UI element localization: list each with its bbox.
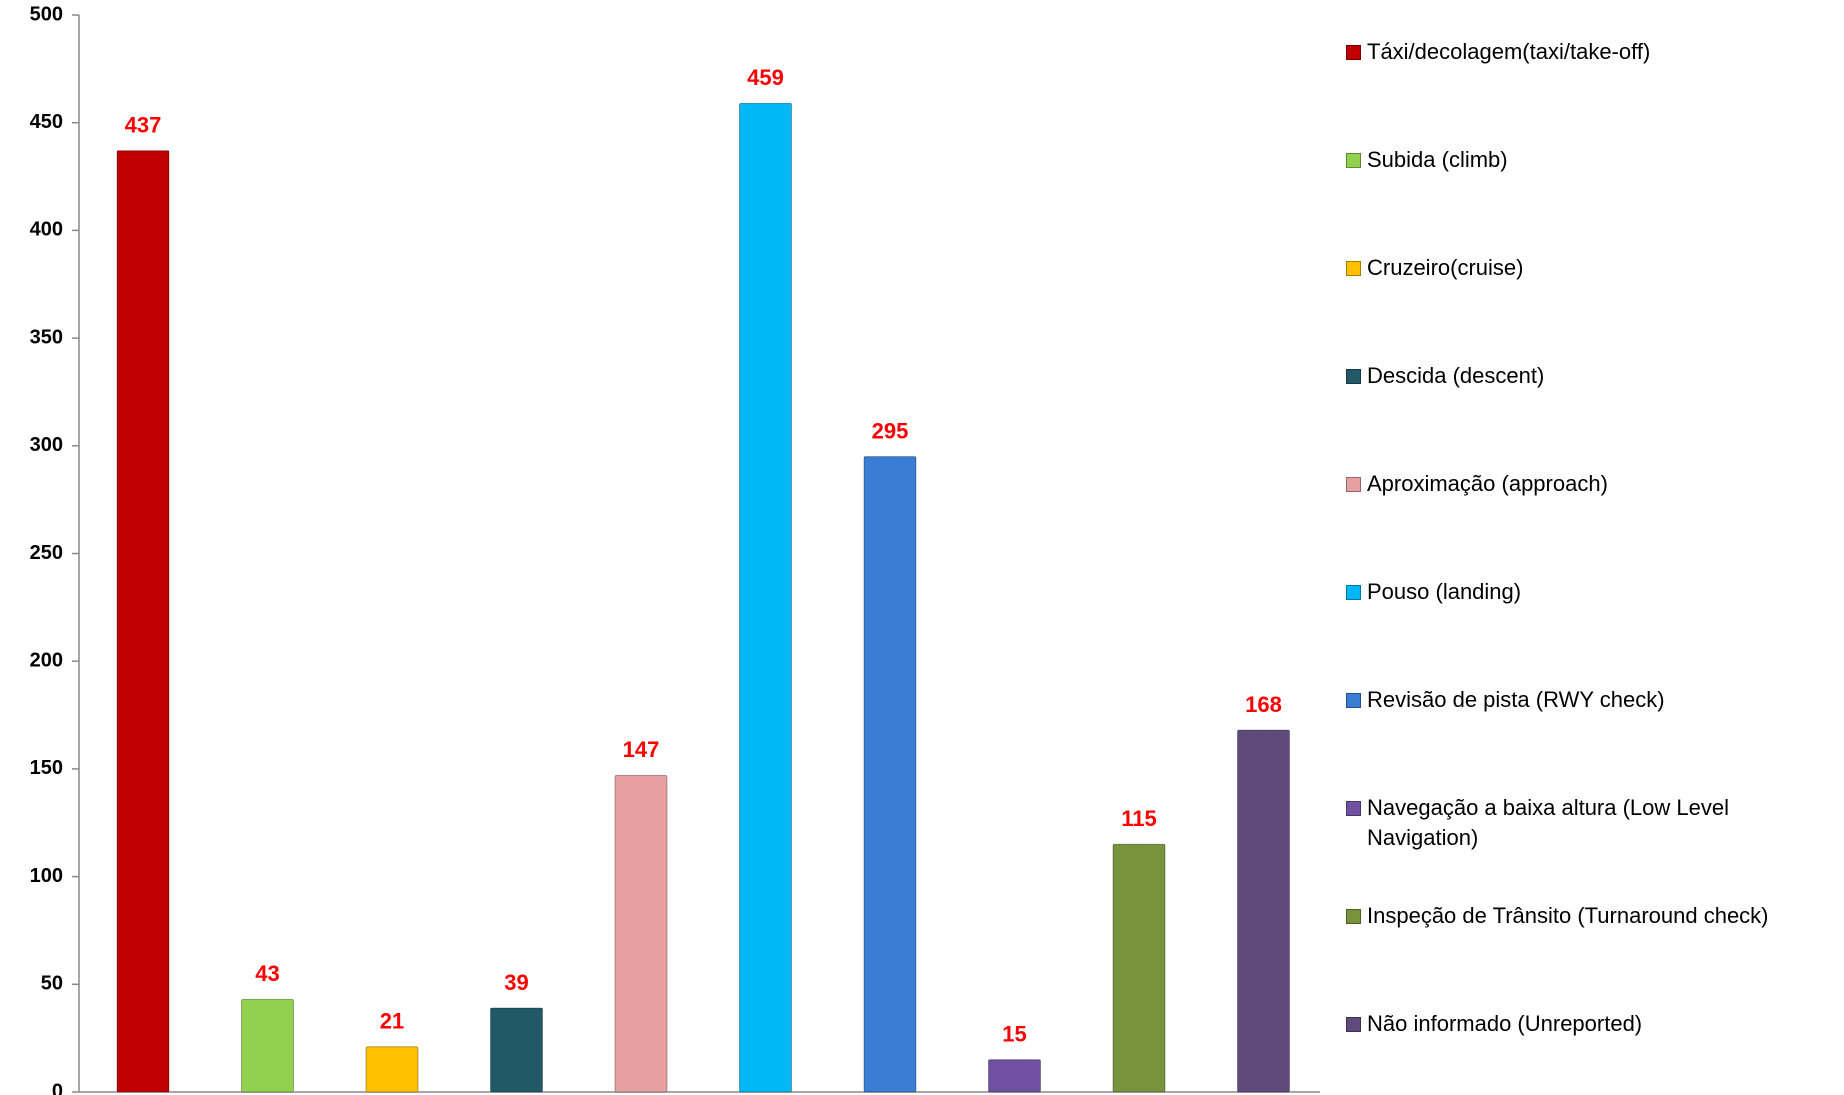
- value-label: 43: [255, 961, 279, 986]
- bar: [241, 998, 294, 1093]
- y-tick-label: 300: [30, 434, 63, 456]
- legend-label: Descida (descent): [1367, 363, 1545, 388]
- y-tick-label: 150: [30, 757, 63, 779]
- y-tick-label: 450: [30, 111, 63, 133]
- legend-label: Pouso (landing): [1367, 579, 1522, 604]
- legend-item: Inspeção de Trânsito (Turnaround check): [1346, 901, 1838, 931]
- legend-item: Revisão de pista (RWY check): [1346, 685, 1838, 715]
- legend-item: Não informado (Unreported): [1346, 1009, 1838, 1039]
- legend-label: Não informado (Unreported): [1367, 1011, 1643, 1036]
- legend-label: Navegação a baixa altura (Low Level Navi…: [1367, 795, 1730, 850]
- value-label: 459: [747, 65, 784, 90]
- bar: [739, 102, 792, 1093]
- bar: [116, 150, 170, 1093]
- value-label: 21: [380, 1009, 404, 1034]
- legend-swatch: [1346, 45, 1361, 60]
- legend-label: Inspeção de Trânsito (Turnaround check): [1367, 903, 1769, 928]
- y-tick-label: 500: [30, 3, 63, 25]
- legend-item: Pouso (landing): [1346, 577, 1838, 607]
- bar: [1237, 729, 1290, 1093]
- value-label: 115: [1121, 806, 1157, 831]
- legend-item: Navegação a baixa altura (Low Level Navi…: [1346, 793, 1838, 853]
- legend-item: Cruzeiro(cruise): [1346, 253, 1838, 283]
- legend-label: Aproximação (approach): [1367, 471, 1608, 496]
- legend-swatch: [1346, 693, 1361, 708]
- legend-swatch: [1346, 585, 1361, 600]
- y-tick-label: 200: [30, 649, 63, 671]
- y-tick-label: 250: [30, 542, 63, 564]
- legend-item: Táxi/decolagem(taxi/take-off): [1346, 37, 1838, 67]
- y-tick-label: 50: [41, 973, 63, 995]
- legend-swatch: [1346, 1017, 1361, 1032]
- legend-item: Aproximação (approach): [1346, 469, 1838, 499]
- y-tick-label: 0: [52, 1080, 63, 1095]
- bar: [863, 456, 917, 1093]
- value-label: 39: [504, 970, 528, 995]
- value-label: 295: [872, 418, 909, 443]
- bar: [988, 1059, 1041, 1093]
- y-tick-label: 400: [30, 219, 63, 241]
- legend-label: Revisão de pista (RWY check): [1367, 687, 1665, 712]
- legend-swatch: [1346, 801, 1361, 816]
- bar: [365, 1046, 419, 1093]
- value-label: 168: [1245, 692, 1282, 717]
- y-tick-label: 350: [30, 326, 63, 348]
- legend-item: Descida (descent): [1346, 361, 1838, 391]
- legend-label: Táxi/decolagem(taxi/take-off): [1367, 39, 1651, 64]
- legend-label: Cruzeiro(cruise): [1367, 255, 1524, 280]
- legend-swatch: [1346, 153, 1361, 168]
- value-label: 437: [125, 113, 162, 138]
- bar: [1112, 843, 1166, 1093]
- legend-swatch: [1346, 909, 1361, 924]
- legend-item: Subida (climb): [1346, 145, 1838, 175]
- legend-swatch: [1346, 369, 1361, 384]
- legend-swatch: [1346, 477, 1361, 492]
- legend-label: Subida (climb): [1367, 147, 1508, 172]
- legend-swatch: [1346, 261, 1361, 276]
- bar: [614, 774, 668, 1093]
- y-tick-label: 100: [30, 865, 63, 887]
- value-label: 15: [1002, 1022, 1026, 1047]
- value-label: 147: [623, 737, 660, 762]
- bar: [490, 1007, 543, 1093]
